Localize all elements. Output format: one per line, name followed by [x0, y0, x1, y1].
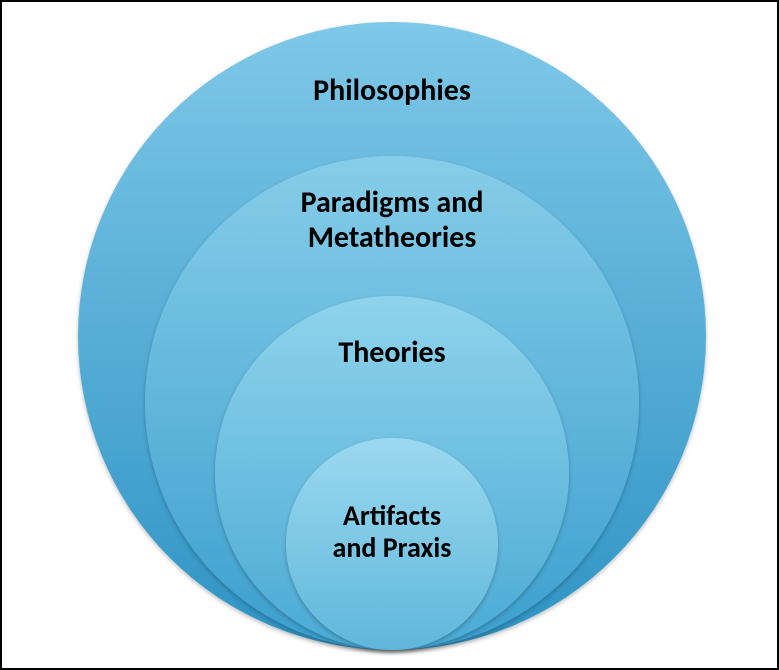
label-paradigms: Paradigms andMetatheories	[145, 186, 639, 255]
label-artifacts: Artifactsand Praxis	[286, 500, 498, 564]
label-philosophies: Philosophies	[78, 74, 706, 109]
diagram-frame: Philosophies Paradigms andMetatheories The…	[0, 0, 779, 670]
circle-artifacts: Artifactsand Praxis	[286, 438, 498, 650]
label-theories: Theories	[215, 336, 569, 371]
